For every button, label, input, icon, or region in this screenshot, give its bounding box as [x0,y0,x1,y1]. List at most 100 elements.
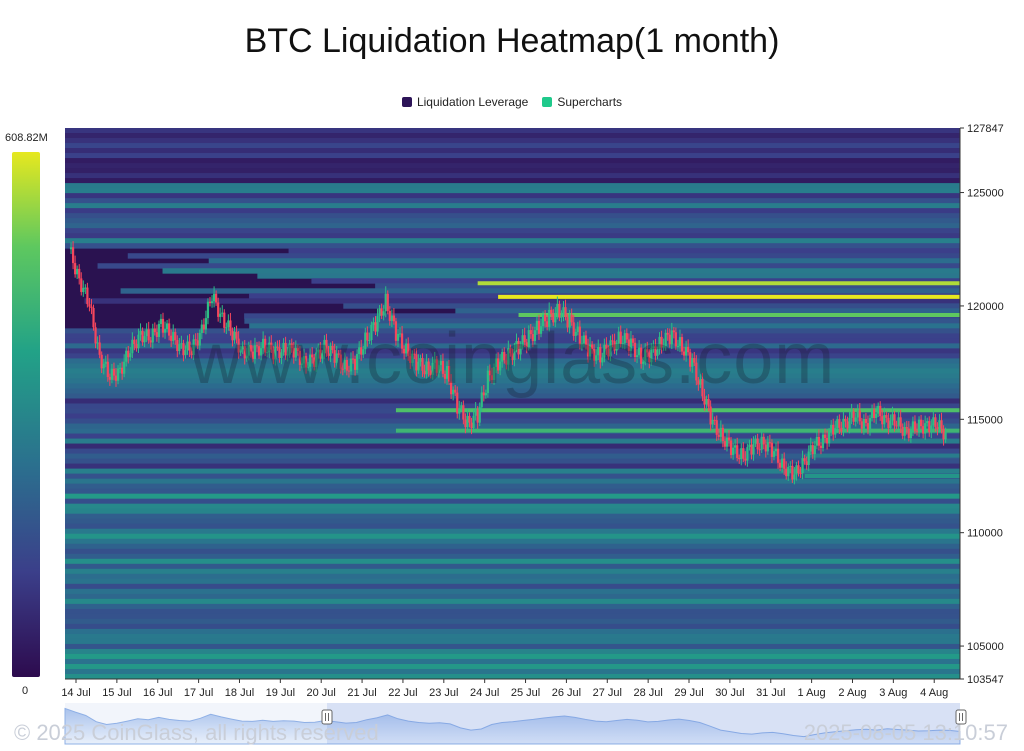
price-candle-body [202,324,205,330]
price-candle-body [325,339,328,354]
heatmap-band [65,158,960,164]
heatmap-band [455,308,960,314]
price-candle-body [711,419,714,425]
heatmap-band [65,458,960,465]
price-candle-body [135,344,138,349]
price-candle-body [370,324,373,341]
price-candle-body [774,448,778,452]
price-candle-body [219,313,222,317]
price-candle-body [766,442,769,452]
heatmap-band [65,553,960,560]
price-candle-body [235,331,238,339]
price-candle-body [378,308,381,317]
price-candle-body [719,427,722,437]
x-axis: 14 Jul 15 Jul 16 Jul 17 Jul 18 Jul 19 Jul 20 J… [61,678,960,699]
price-candle-body [750,444,753,455]
navigator-handle[interactable] [321,709,333,725]
price-candle-body [215,293,218,303]
price-candle-body [272,349,275,360]
price-candle-body [139,330,142,335]
price-candle-body [447,366,451,382]
price-candle-body [382,311,385,316]
price-candle-body [580,343,583,345]
legend: Liquidation Leverage Supercharts [0,95,1024,109]
price-candle-body [527,330,530,348]
price-candle-body [282,342,285,353]
legend-item-supercharts[interactable]: Supercharts [542,95,622,109]
price-candle-body [131,339,134,354]
price-candle-body [593,348,596,361]
price-candle-body [384,293,387,312]
price-candle-body [934,417,937,427]
price-candle-body [885,415,888,418]
price-candle-body [257,346,261,356]
price-candle-body [106,361,109,377]
price-candle-body [619,331,622,344]
price-candle-body [891,414,894,421]
price-candle-body [288,343,291,355]
price-candle-body [69,247,73,250]
price-candle-body [917,419,921,431]
price-candle-body [736,445,739,458]
price-candle-body [601,357,604,363]
price-candle-body [452,389,455,395]
navigator-handle[interactable] [955,709,967,725]
price-candle-body [343,359,346,370]
x-tick-label: 25 Jul [511,687,540,699]
price-candle-body [754,438,757,444]
price-candle-body [296,347,299,351]
timestamp-text: 2025-08-05 13:10:57 [803,720,1008,745]
price-candle-body [466,415,469,428]
heatmap-band [65,398,960,404]
heatmap-band [65,633,960,640]
price-candle-body [868,418,872,430]
x-tick-label: 18 Jul [225,687,254,699]
x-tick-label: 14 Jul [61,687,90,699]
price-candle-body [329,345,332,356]
price-candle-body [125,350,128,362]
heatmap-band [65,618,960,625]
heatmap-band [65,558,960,565]
y-tick-label: 103547 [967,674,1004,686]
price-candle-body [174,331,177,341]
price-candle-body [300,363,304,365]
heatmap-band [65,368,960,374]
price-candle-body [746,447,749,461]
price-candle-body [168,323,171,336]
heatmap-band [65,233,960,239]
y-tick-label: 105000 [967,641,1004,653]
price-candle-body [505,360,508,365]
price-candle-body [740,448,743,460]
price-candle-body [294,347,297,358]
heatmap-band [127,253,961,259]
price-candle-body [190,350,193,356]
heatmap-highlight-band [477,281,960,286]
y-tick-label: 127847 [967,123,1004,135]
price-candle-body [617,331,620,344]
price-candle-body [872,409,876,418]
price-candle-body [588,344,592,357]
price-candle-body [638,347,641,356]
price-candle-body [403,348,406,354]
price-candle-body [253,345,257,359]
price-candle-body [846,421,849,429]
price-candle-body [809,445,812,452]
price-candle-body [909,429,912,439]
price-candle-body [123,361,126,374]
price-candle-body [586,344,590,357]
price-candle-body [192,339,195,356]
legend-swatch-liquidation-leverage [401,97,412,107]
heatmap-band [65,638,960,645]
legend-item-liquidation-leverage[interactable]: Liquidation Leverage [401,95,528,109]
heatmap-band [65,513,960,520]
price-candle-body [701,379,704,397]
time-navigator[interactable] [64,703,967,745]
price-candle-body [141,330,144,343]
price-candle-body [319,349,322,359]
price-candle-body [394,321,398,341]
price-candle-body [327,353,330,356]
heatmap-highlight-band [518,312,960,317]
price-candle-body [376,316,379,332]
price-candle-body [137,334,140,349]
price-candle-body [284,342,287,356]
